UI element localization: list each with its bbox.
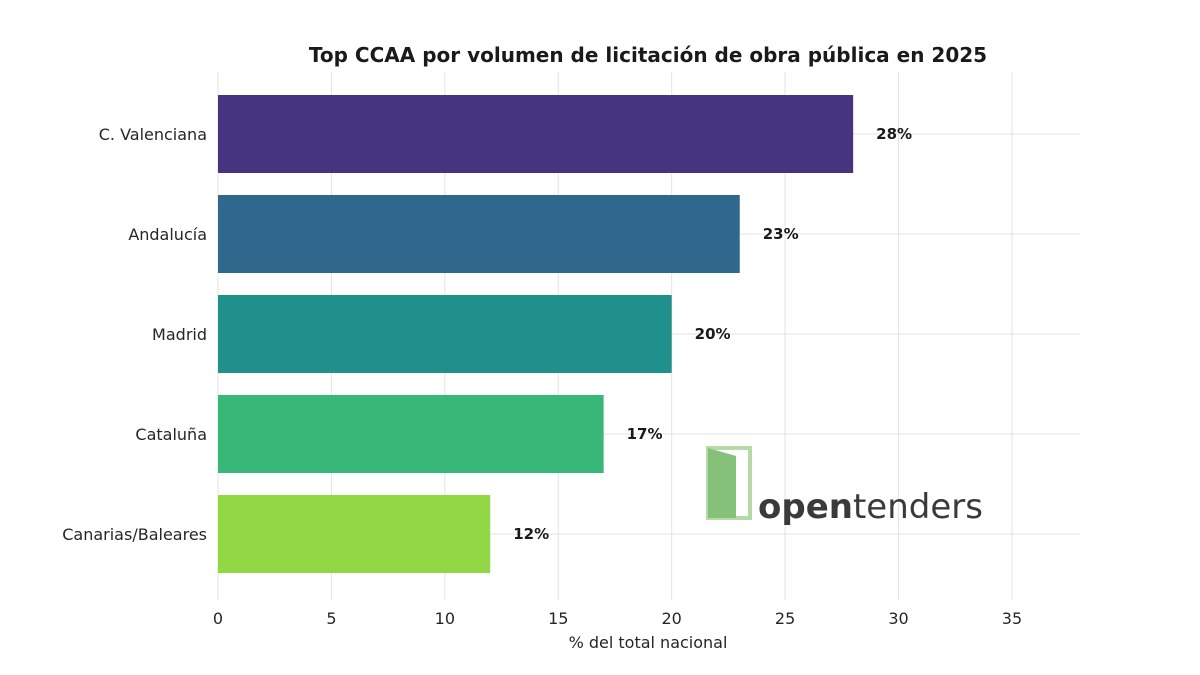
- opentenders-logo: opentenders: [706, 446, 983, 527]
- data-label: 12%: [513, 525, 549, 543]
- bar: [218, 195, 740, 273]
- category-labels: C. Valenciana Andalucía Madrid Cataluña Cana…: [62, 125, 207, 544]
- data-label: 17%: [627, 425, 663, 443]
- data-labels: 28% 23% 20% 17% 12%: [513, 125, 912, 543]
- x-axis-ticks: 0 5 10 15 20 25 30 35: [213, 609, 1022, 628]
- x-tick-label: 0: [213, 609, 223, 628]
- x-tick-label: 30: [888, 609, 908, 628]
- x-tick-label: 15: [548, 609, 568, 628]
- bar: [218, 295, 672, 373]
- logo-text-open: open: [758, 487, 853, 527]
- x-tick-label: 10: [435, 609, 455, 628]
- x-axis-label: % del total nacional: [569, 633, 728, 652]
- bar: [218, 95, 854, 173]
- door-icon: [706, 446, 752, 520]
- y-category-label: C. Valenciana: [99, 125, 207, 144]
- chart-title: Top CCAA por volumen de licitación de ob…: [309, 43, 987, 67]
- x-tick-label: 25: [775, 609, 795, 628]
- bars: [218, 95, 854, 573]
- x-tick-label: 35: [1002, 609, 1022, 628]
- y-category-label: Canarias/Baleares: [62, 525, 207, 544]
- x-tick-label: 20: [662, 609, 682, 628]
- y-category-label: Andalucía: [128, 225, 207, 244]
- y-category-label: Madrid: [152, 325, 207, 344]
- data-label: 20%: [695, 325, 731, 343]
- data-label: 23%: [763, 225, 799, 243]
- bar: [218, 395, 604, 473]
- data-label: 28%: [876, 125, 912, 143]
- logo-text-tenders: tenders: [853, 487, 983, 527]
- y-category-label: Cataluña: [135, 425, 207, 444]
- x-tick-label: 5: [326, 609, 336, 628]
- bar: [218, 495, 491, 573]
- logo-wordmark: opentenders: [758, 487, 983, 527]
